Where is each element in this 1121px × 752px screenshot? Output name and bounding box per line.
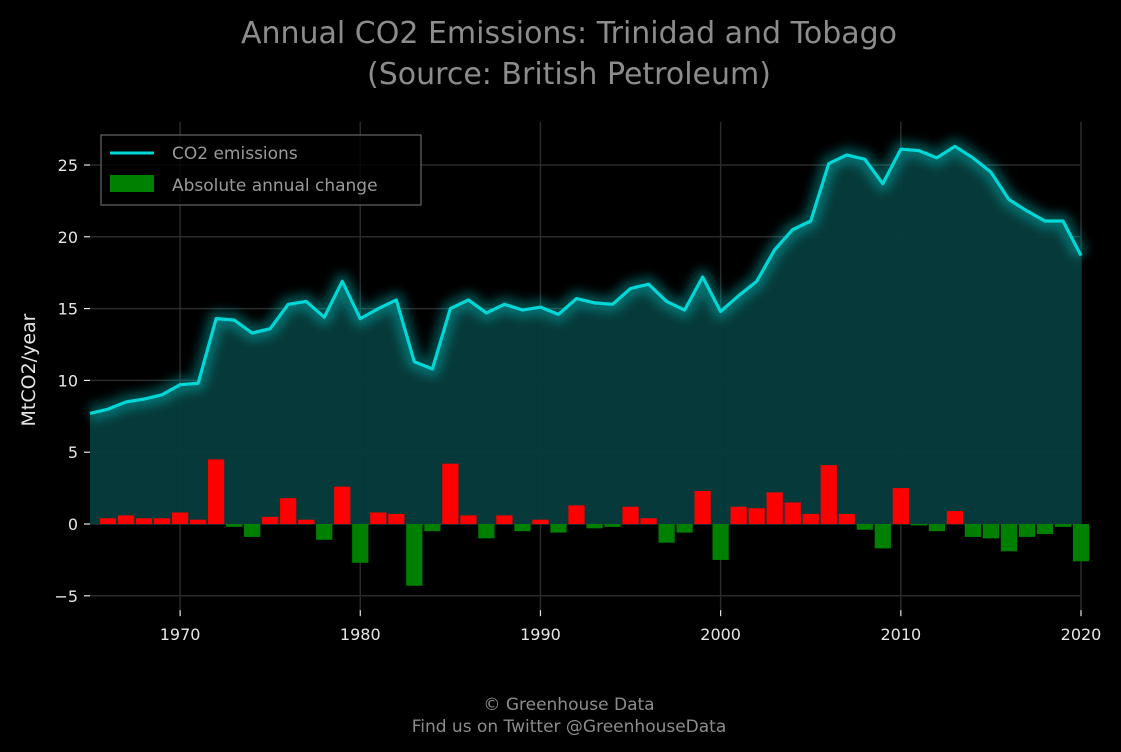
change-bar	[117, 515, 135, 524]
change-bar	[1018, 524, 1036, 537]
change-bar	[802, 513, 819, 524]
change-bar	[226, 524, 243, 527]
change-bar	[748, 508, 765, 524]
y-tick-label: 5	[68, 443, 78, 462]
emissions-area-fill	[90, 146, 1081, 524]
change-bar	[190, 519, 207, 524]
y-tick-label: 10	[58, 371, 78, 390]
change-bar	[153, 518, 171, 524]
change-bar	[604, 524, 621, 527]
change-bar	[694, 490, 711, 524]
change-bar	[622, 506, 639, 524]
change-bar	[406, 524, 423, 586]
change-bar	[910, 524, 927, 526]
change-bar	[982, 524, 1000, 539]
change-bar	[568, 505, 585, 524]
change-bar	[424, 524, 441, 532]
change-bar	[640, 518, 657, 524]
change-bar	[388, 513, 405, 524]
change-bar	[712, 524, 729, 560]
emissions-area	[90, 146, 1081, 524]
change-bar	[1036, 524, 1054, 535]
axes: 1970 1980 1990 2000 2010 2020 −5 0 5 10 15 20 25	[54, 156, 1101, 644]
change-bar	[532, 519, 549, 524]
change-bar	[442, 463, 459, 524]
y-tick-label: 0	[68, 515, 78, 534]
change-bar	[478, 524, 495, 539]
y-tick-label: 15	[58, 300, 78, 319]
change-bar	[208, 459, 225, 524]
change-bar	[1000, 524, 1018, 552]
emissions-line-path	[89, 144, 1083, 415]
y-tick-label: 20	[58, 228, 78, 247]
change-bar	[99, 518, 117, 524]
annual-change-bars	[99, 459, 1090, 586]
change-bar	[171, 512, 189, 524]
change-bar	[892, 488, 909, 524]
y-axis-label: MtCO2/year	[18, 313, 40, 426]
change-bar	[352, 524, 369, 563]
x-tick-label: 2010	[880, 625, 921, 644]
change-bar	[658, 524, 675, 543]
change-bar	[676, 524, 693, 533]
chart-subtitle: (Source: British Petroleum)	[367, 57, 771, 92]
change-bar	[784, 502, 801, 524]
x-tick-label: 1990	[520, 625, 561, 644]
chart-title: Annual CO2 Emissions: Trinidad and Tobag…	[241, 16, 897, 51]
change-bar	[838, 513, 855, 524]
change-bar	[298, 519, 315, 524]
change-bar	[946, 511, 963, 524]
change-bar	[1054, 524, 1072, 527]
change-bar	[874, 524, 891, 549]
y-tick-label: −5	[54, 587, 78, 606]
change-bar	[766, 492, 783, 524]
change-bar	[135, 518, 153, 524]
change-bar	[514, 524, 531, 532]
change-bar	[928, 524, 945, 532]
change-bar	[334, 486, 351, 524]
emissions-line	[88, 138, 1089, 422]
change-bar	[370, 512, 387, 524]
legend-bar-swatch	[110, 175, 154, 192]
change-bar	[496, 515, 513, 524]
x-tick-label: 1970	[160, 625, 201, 644]
change-bar	[550, 524, 567, 533]
change-bar	[244, 524, 261, 537]
x-tick-label: 2000	[700, 625, 741, 644]
change-bar	[316, 524, 333, 540]
legend: CO2 emissions Absolute annual change	[100, 134, 422, 206]
change-bar	[820, 465, 837, 524]
footer-copyright: © Greenhouse Data	[483, 695, 654, 715]
change-bar	[586, 524, 603, 529]
change-bar	[262, 516, 279, 524]
legend-label-change: Absolute annual change	[172, 176, 378, 196]
change-bar	[460, 515, 477, 524]
change-bar	[1072, 524, 1090, 562]
x-tick-label: 1980	[340, 625, 381, 644]
legend-label-emissions: CO2 emissions	[172, 144, 298, 164]
change-bar	[730, 506, 747, 524]
change-bar	[964, 524, 981, 537]
change-bar	[856, 524, 873, 530]
x-tick-label: 2020	[1061, 625, 1102, 644]
legend-box	[100, 134, 422, 206]
change-bar	[280, 498, 297, 524]
y-tick-label: 25	[58, 156, 78, 175]
footer-twitter: Find us on Twitter @GreenhouseData	[412, 717, 727, 737]
